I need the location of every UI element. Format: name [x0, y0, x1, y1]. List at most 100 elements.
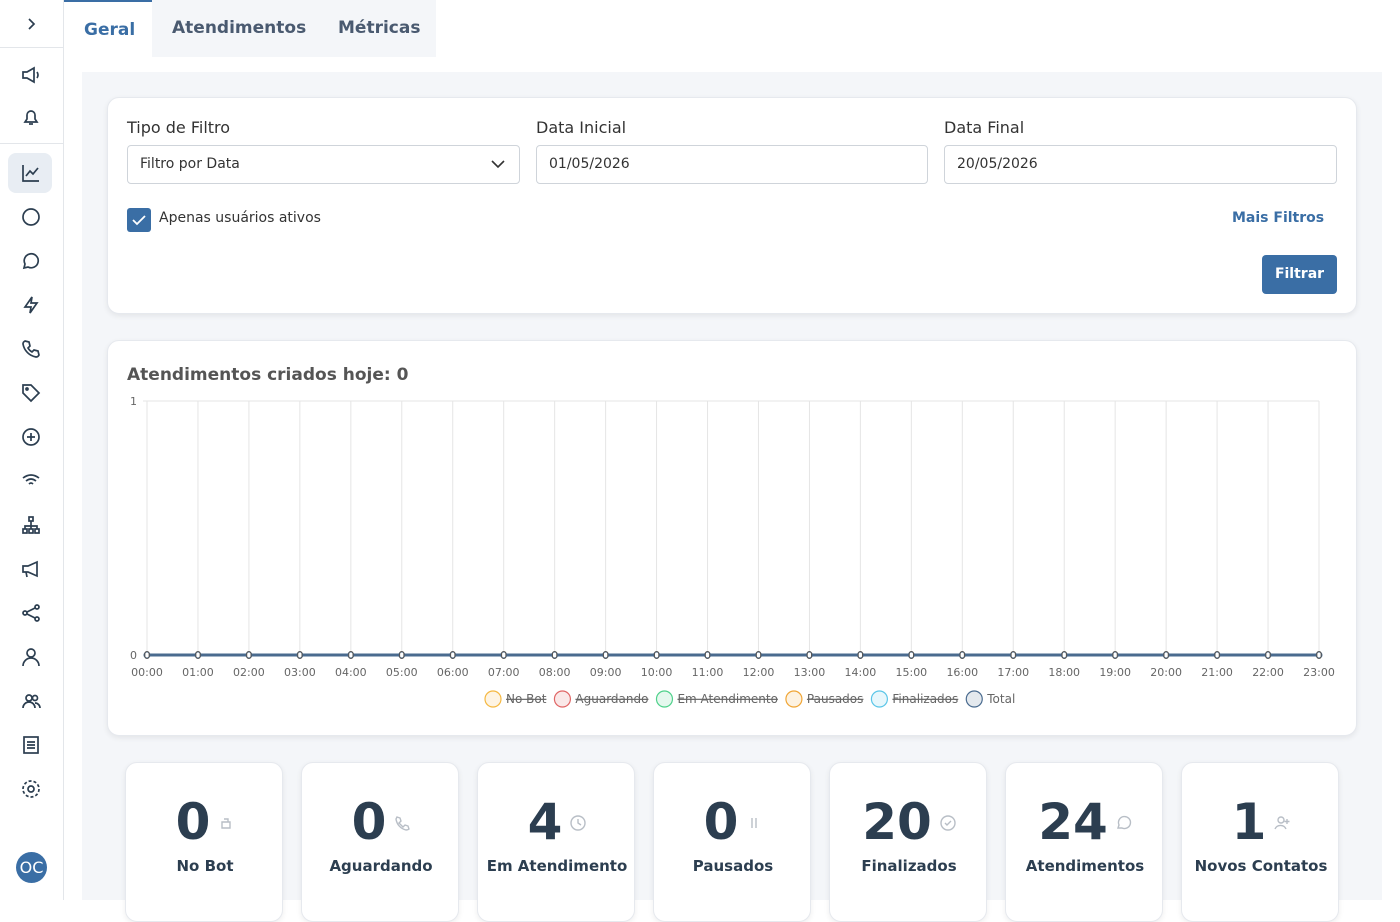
x-tick-label: 04:00 — [335, 666, 367, 679]
point — [602, 651, 610, 659]
chat-icon[interactable] — [20, 250, 42, 272]
point — [500, 651, 508, 659]
data-label: 0 — [704, 649, 711, 662]
point — [347, 651, 355, 659]
kpi-value: 20 — [862, 793, 932, 851]
x-tick-label: 14:00 — [845, 666, 877, 679]
kpi-card: 1 Novos Contatos — [1181, 762, 1339, 922]
select[interactable]: Filtro por Data — [127, 145, 520, 184]
whatsapp-icon[interactable] — [20, 206, 42, 228]
settings-icon[interactable] — [20, 778, 42, 800]
kpi-icon — [940, 815, 956, 831]
x-tick-label: 08:00 — [539, 666, 571, 679]
flash-icon[interactable] — [20, 294, 42, 316]
data-label: 0 — [602, 649, 609, 662]
checkbox-label: Apenas usuários ativos — [159, 210, 321, 226]
legend-label: Finalizados — [892, 692, 958, 706]
kpi-card: 24 Atendimentos — [1005, 762, 1163, 922]
x-tick-label: 05:00 — [386, 666, 418, 679]
announce-icon[interactable] — [20, 64, 42, 86]
kpi-card: 0 Pausados — [653, 762, 811, 922]
legend-label: Total — [986, 692, 1015, 706]
x-tick-label: 03:00 — [284, 666, 316, 679]
x-tick-label: 06:00 — [437, 666, 469, 679]
kpi-label: Atendimentos — [1025, 857, 1145, 875]
y-tick-label: 1 — [130, 395, 137, 408]
kpi-icon — [1116, 815, 1131, 830]
point — [1264, 651, 1272, 659]
point — [194, 651, 202, 659]
kpi-value: 0 — [175, 793, 211, 851]
x-tick-label: 09:00 — [590, 666, 622, 679]
point — [1111, 651, 1119, 659]
x-tick-label: 10:00 — [641, 666, 673, 679]
kpi-card: 0 No Bot — [125, 762, 283, 922]
x-tick-label: 22:00 — [1252, 666, 1284, 679]
chart-title: Atendimentos criados hoje: 0 — [127, 365, 409, 385]
wifi-icon[interactable] — [20, 470, 42, 492]
checkbox[interactable] — [127, 208, 151, 232]
data-label: 0 — [653, 649, 660, 662]
list-icon[interactable] — [20, 734, 42, 756]
x-tick-label: 12:00 — [743, 666, 775, 679]
point — [856, 651, 864, 659]
filter-button[interactable]: Filtrar — [1262, 255, 1337, 294]
x-tick-label: 00:00 — [131, 666, 163, 679]
data-label: 0 — [449, 649, 456, 662]
x-tick-label: 23:00 — [1303, 666, 1335, 679]
kpi-value: 0 — [703, 793, 739, 851]
users-icon[interactable] — [20, 690, 42, 712]
kpi-icon — [570, 815, 587, 831]
more-filters[interactable]: Mais Filtros — [1232, 210, 1325, 226]
divider — [0, 47, 63, 48]
campaign-icon[interactable] — [20, 558, 42, 580]
phone-icon[interactable] — [20, 338, 42, 360]
tab[interactable]: Atendimentos — [152, 0, 318, 57]
y-tick-label: 0 — [130, 649, 137, 662]
filter-card — [107, 97, 1357, 314]
tab[interactable]: Métricas — [318, 0, 436, 57]
point — [245, 651, 253, 659]
bell-icon[interactable] — [20, 106, 42, 128]
kpi-label: Finalizados — [861, 857, 957, 875]
dashboard-icon[interactable] — [20, 162, 42, 184]
kpi-value: 24 — [1038, 793, 1108, 851]
kpi-card: 0 Aguardando — [301, 762, 459, 922]
x-tick-label: 17:00 — [997, 666, 1029, 679]
org-icon[interactable] — [20, 514, 42, 536]
kpi-icon — [751, 818, 758, 828]
user-icon[interactable] — [20, 646, 42, 668]
add-icon[interactable] — [20, 426, 42, 448]
legend-swatch — [655, 690, 674, 708]
x-tick-label: 01:00 — [182, 666, 214, 679]
data-label: 0 — [806, 649, 813, 662]
date-input[interactable]: 20/05/2026 — [944, 145, 1337, 184]
expand-icon[interactable] — [20, 13, 42, 35]
data-label: 0 — [1265, 649, 1272, 662]
data-label: 0 — [1214, 649, 1221, 662]
chart: Atendimentos criados hoje: 0 0 1 00:00 01:0… — [127, 365, 1335, 708]
kpi-value: 4 — [527, 793, 563, 851]
share-icon[interactable] — [20, 602, 42, 624]
data-label: 0 — [1112, 649, 1119, 662]
point — [653, 651, 661, 659]
label: Tipo de Filtro — [127, 118, 231, 137]
kpi-label: Aguardando — [329, 857, 433, 875]
kpi-label: No Bot — [176, 857, 234, 875]
kpi-value: 0 — [351, 793, 387, 851]
data-label: 0 — [551, 649, 558, 662]
point — [449, 651, 457, 659]
kpi-icon — [395, 816, 411, 831]
tag-icon[interactable] — [20, 382, 42, 404]
data-label: 0 — [500, 649, 507, 662]
active-item — [8, 153, 52, 193]
date-input[interactable]: 01/05/2026 — [536, 145, 928, 184]
avatar[interactable]: OC — [16, 852, 47, 883]
point — [754, 651, 762, 659]
point — [805, 651, 813, 659]
x-tick-label: 11:00 — [692, 666, 724, 679]
data-label: 0 — [1163, 649, 1170, 662]
tab[interactable]: Geral — [64, 0, 152, 57]
legend-swatch — [870, 690, 889, 708]
data-label: 0 — [347, 649, 354, 662]
